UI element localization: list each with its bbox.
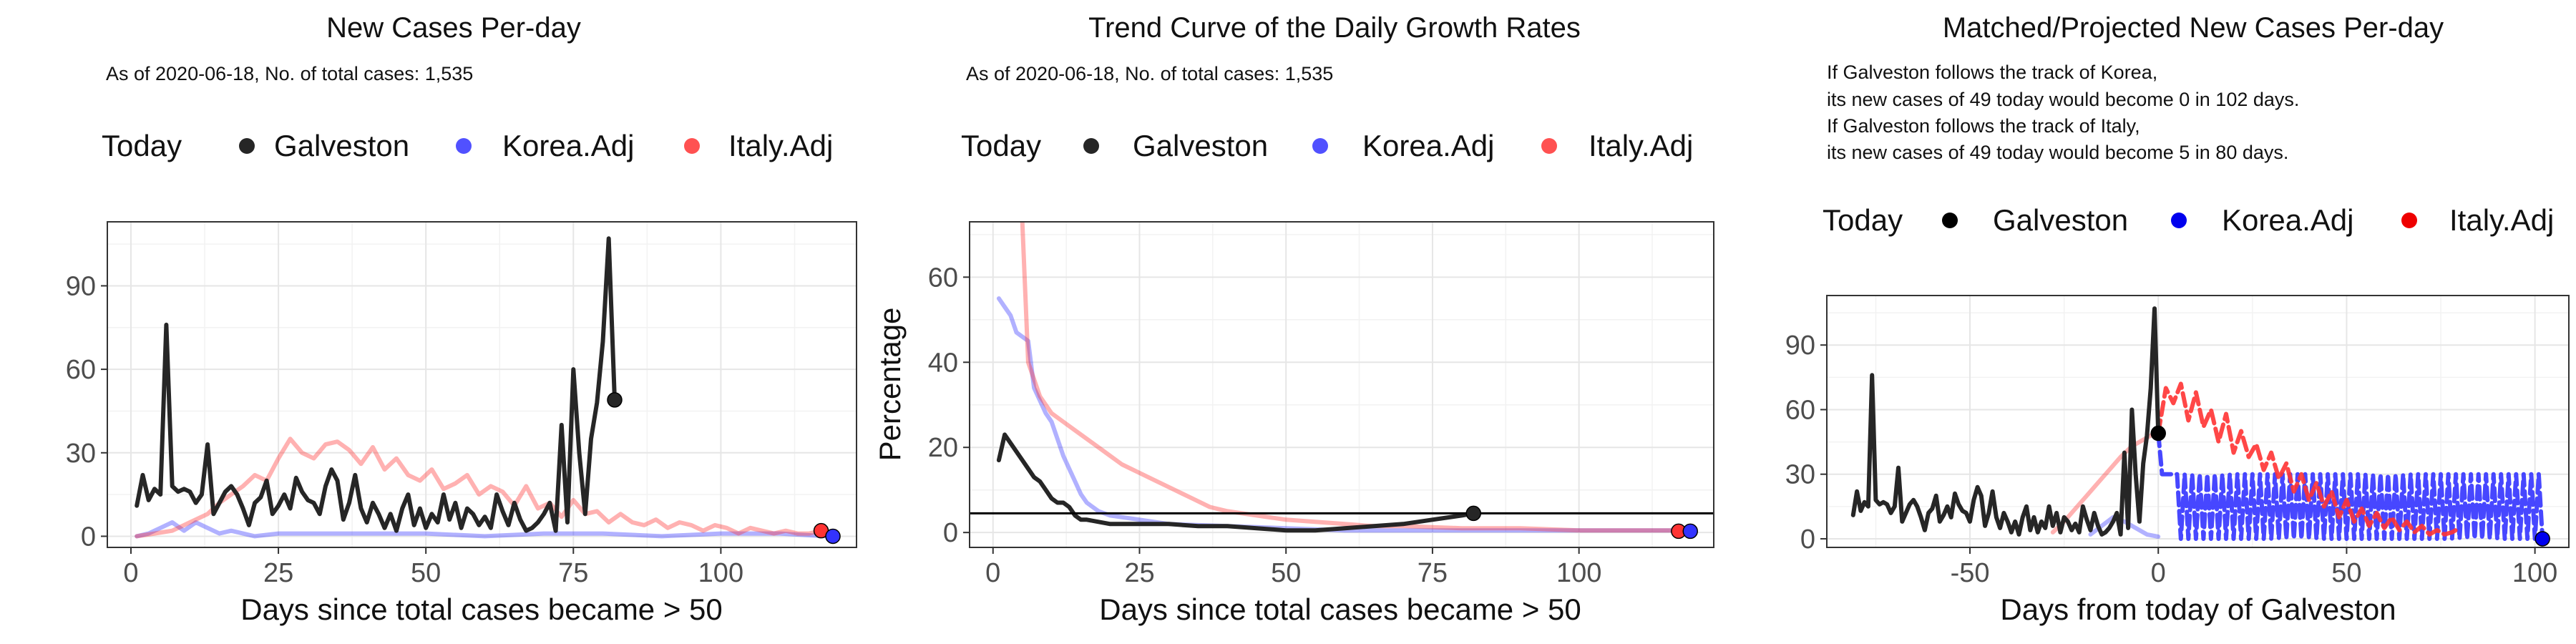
panel1-gridlines (107, 222, 857, 547)
y-tick-label: 0 (943, 518, 958, 548)
panel3-legend-title: Today (1823, 203, 1903, 237)
y-tick-label: 90 (1785, 331, 1815, 361)
series-line-galveston (1850, 306, 2161, 537)
x-tick-label: -50 (1951, 558, 1990, 588)
panel2-y-axis-label: Percentage (873, 308, 907, 462)
panel2-gridlines (970, 222, 1714, 547)
x-tick-label: 100 (1556, 558, 1601, 588)
panel3-plot-border (1826, 295, 2570, 548)
y-tick-label: 90 (66, 271, 96, 301)
panel1-legend-title: Today (102, 129, 182, 162)
panel3-legend-galveston: Galveston (1993, 203, 2128, 237)
panel2-legend-key-galveston (1083, 138, 1099, 154)
panel2-legend-italy: Italy.Adj (1589, 129, 1693, 162)
today-point-galveston (2150, 425, 2166, 441)
series-clip-group (996, 222, 1693, 533)
y-tick-label: 30 (1785, 460, 1815, 490)
panel1-x-axis-label: Days since total cases became > 50 (240, 592, 723, 626)
panel1-subtitle: As of 2020-06-18, No. of total cases: 1,… (106, 63, 473, 84)
panel2-axes: 0 25 50 75 100 0 20 40 60 (928, 263, 1602, 588)
today-point-galveston (607, 392, 623, 408)
panel3-notes: If Galveston follows the track of Korea,… (1827, 62, 2299, 163)
panel1-legend: Today Galveston Korea.Adj Italy.Adj (102, 129, 833, 162)
series-line-korea-adj (996, 296, 1693, 533)
panel1-legend-key-korea (456, 138, 472, 154)
series-line-korea-adj-projected (2156, 431, 2545, 541)
series-line-italy-adj (135, 436, 824, 539)
x-tick-label: 0 (2151, 558, 2166, 588)
y-tick-label: 60 (1785, 395, 1815, 425)
panel3-series (1850, 306, 2550, 547)
panel2-legend-title: Today (961, 129, 1041, 162)
series-clip-group (1850, 306, 2545, 541)
panel3-legend-key-italy (2401, 213, 2417, 228)
series-line-galveston (135, 236, 617, 533)
panel1-axes: 0 25 50 75 100 0 30 60 90 (66, 271, 743, 588)
series-line-korea-adj (135, 520, 829, 539)
panel3-gridlines (1827, 296, 2569, 547)
panel3-note-line: its new cases of 49 today would become 0… (1827, 89, 2299, 110)
today-point-galveston (1465, 505, 1482, 522)
today-point-korea-adj (1682, 523, 1698, 540)
panel1-title: New Cases Per-day (326, 12, 581, 44)
series-line-korea-adj-matched (2088, 514, 2161, 539)
y-tick-label: 40 (928, 348, 958, 378)
panel2-subtitle: As of 2020-06-18, No. of total cases: 1,… (966, 63, 1333, 84)
x-tick-label: 0 (123, 558, 138, 588)
panel3-legend-korea: Korea.Adj (2222, 203, 2353, 237)
y-tick-label: 30 (66, 439, 96, 469)
panel3-note-line: its new cases of 49 today would become 5… (1827, 142, 2288, 163)
y-tick-label: 0 (1800, 525, 1815, 555)
panel3-axes: -50 0 50 100 0 30 60 90 (1785, 331, 2558, 588)
x-tick-label: 75 (558, 558, 588, 588)
series-line-galveston (996, 432, 1476, 533)
panel2-legend-galveston: Galveston (1133, 129, 1268, 162)
panel3-legend-key-galveston (1942, 213, 1958, 228)
panel1-plot-border (107, 221, 857, 548)
panel3-title: Matched/Projected New Cases Per-day (1943, 12, 2444, 44)
panel2-legend-key-italy (1541, 138, 1557, 154)
panel-projected-cases: Matched/Projected New Cases Per-day If G… (1785, 12, 2570, 626)
panel1-legend-key-galveston (239, 138, 255, 154)
y-tick-label: 60 (66, 355, 96, 385)
panel3-note-line: If Galveston follows the track of Korea, (1827, 62, 2157, 83)
x-tick-label: 25 (263, 558, 293, 588)
panel2-legend-korea: Korea.Adj (1362, 129, 1494, 162)
x-tick-label: 100 (698, 558, 743, 588)
x-tick-label: 25 (1124, 558, 1154, 588)
panel3-legend-italy: Italy.Adj (2449, 203, 2554, 237)
panel3-legend-key-korea (2171, 213, 2187, 228)
panel3-x-axis-label: Days from today of Galveston (2000, 592, 2396, 626)
panel-growth-rates: Trend Curve of the Daily Growth Rates As… (873, 12, 1714, 626)
x-tick-label: 50 (411, 558, 441, 588)
series-clip-group (135, 236, 829, 539)
panel1-legend-key-italy (684, 138, 700, 154)
panel1-legend-galveston: Galveston (274, 129, 409, 162)
x-tick-label: 100 (2512, 558, 2557, 588)
panel2-legend: Today Galveston Korea.Adj Italy.Adj (961, 129, 1693, 162)
panel2-plot-border (969, 221, 1714, 548)
series-line-italy-adj (1020, 222, 1681, 533)
panel1-legend-korea: Korea.Adj (502, 129, 634, 162)
x-tick-label: 50 (2331, 558, 2361, 588)
x-tick-label: 0 (985, 558, 1000, 588)
panel2-legend-key-korea (1312, 138, 1328, 154)
y-tick-label: 0 (81, 522, 96, 552)
y-tick-label: 60 (928, 263, 958, 293)
panel1-series (135, 236, 841, 545)
panel2-x-axis-label: Days since total cases became > 50 (1099, 592, 1581, 626)
panel3-note-line: If Galveston follows the track of Italy, (1827, 115, 2140, 137)
panel2-series (970, 222, 1714, 540)
today-point-korea-adj (2534, 531, 2550, 547)
x-tick-label: 50 (1271, 558, 1301, 588)
panel3-legend: Today Galveston Korea.Adj Italy.Adj (1823, 203, 2554, 237)
panel2-title: Trend Curve of the Daily Growth Rates (1088, 12, 1581, 44)
panel-new-cases: New Cases Per-day As of 2020-06-18, No. … (66, 12, 857, 626)
y-tick-label: 20 (928, 433, 958, 463)
today-point-korea-adj (825, 528, 841, 545)
panel1-legend-italy: Italy.Adj (728, 129, 833, 162)
series-line-italy-adj-projected (2156, 381, 2462, 537)
x-tick-label: 75 (1418, 558, 1448, 588)
